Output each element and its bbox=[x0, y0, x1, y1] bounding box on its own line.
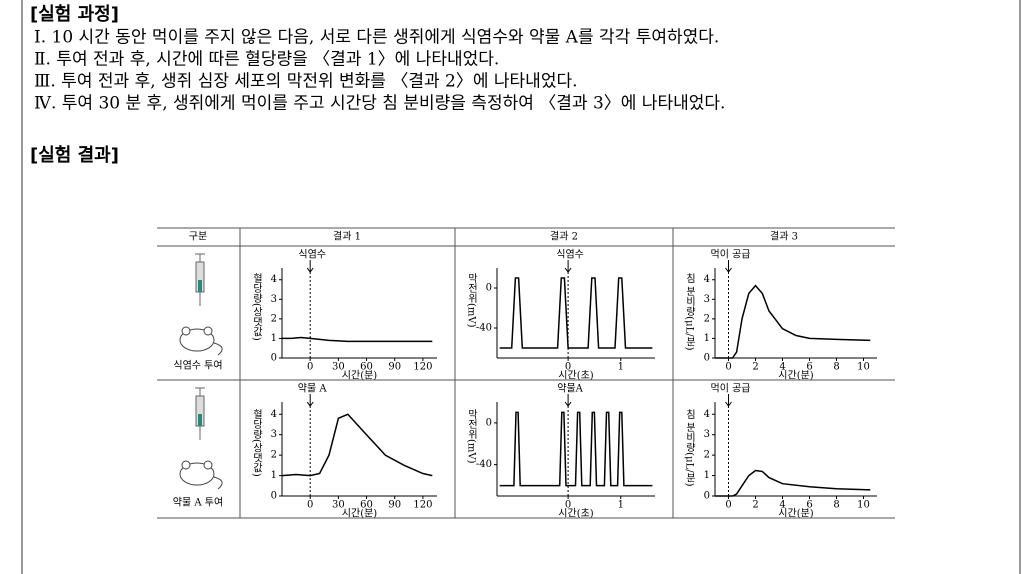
x-tick-label: 90 bbox=[388, 500, 401, 511]
y-axis-label: 막전위(mV) bbox=[466, 273, 478, 328]
header-cell: 결과 3 bbox=[770, 231, 798, 243]
y-tick-label: 2 bbox=[271, 450, 277, 461]
annotation-arrow bbox=[307, 260, 313, 272]
curve bbox=[715, 286, 870, 358]
x-axis-label: 시간(분) bbox=[778, 508, 814, 520]
y-tick-label: 2 bbox=[704, 450, 710, 461]
header-cell: 구분 bbox=[189, 231, 207, 243]
y-tick-label: 1 bbox=[271, 470, 277, 481]
x-tick-label: 8 bbox=[833, 362, 839, 373]
y-tick-label: -40 bbox=[476, 459, 492, 470]
annotation: 약물 A bbox=[298, 383, 328, 395]
y-axis-label: 침 분비량(μL/분) bbox=[684, 273, 696, 351]
y-tick-label: 1 bbox=[704, 470, 710, 481]
step: Ⅲ. 투여 전과 후, 생쥐 심장 세포의 막전위 변화를 〈결과 2〉에 나타… bbox=[34, 72, 578, 92]
annotation-arrow bbox=[726, 260, 732, 272]
row-label: 식염수 투여 bbox=[173, 360, 222, 372]
y-tick-label: 3 bbox=[704, 429, 710, 440]
y-tick-label: 0 bbox=[271, 491, 277, 502]
step: Ⅳ. 투여 30 분 후, 생쥐에게 먹이를 주고 시간당 침 분비량을 측정하… bbox=[34, 94, 725, 114]
header-cell: 결과 2 bbox=[550, 231, 578, 243]
x-axis-label: 시간(분) bbox=[342, 370, 378, 382]
y-tick-label: 3 bbox=[271, 429, 277, 440]
y-tick-label: 2 bbox=[271, 313, 277, 324]
curve bbox=[500, 412, 653, 485]
curve bbox=[500, 278, 653, 348]
x-axis-label: 시간(분) bbox=[778, 370, 814, 382]
y-tick-label: 4 bbox=[271, 409, 277, 420]
document: [실험 과정] Ⅰ. 10 시간 동안 먹이를 주지 않은 다음, 서로 다른 … bbox=[0, 0, 1035, 574]
y-tick-label: 0 bbox=[486, 283, 492, 294]
annotation: 식염수 bbox=[298, 249, 326, 261]
step: Ⅰ. 10 시간 동안 먹이를 주지 않은 다음, 서로 다른 생쥐에게 식염수… bbox=[34, 28, 719, 48]
x-tick-label: 8 bbox=[833, 500, 839, 511]
curve bbox=[282, 338, 432, 342]
annotation: 먹이 공급 bbox=[711, 383, 751, 395]
x-tick-label: 2 bbox=[752, 500, 758, 511]
x-tick-label: 0 bbox=[725, 500, 731, 511]
section-title: [실험 결과] bbox=[30, 144, 119, 166]
step: Ⅱ. 투여 전과 후, 시간에 따른 혈당량을 〈결과 1〉에 나타내었다. bbox=[34, 50, 499, 70]
y-tick-label: 4 bbox=[704, 409, 710, 420]
y-tick-label: 3 bbox=[704, 294, 710, 305]
page: [실험 과정] Ⅰ. 10 시간 동안 먹이를 주지 않은 다음, 서로 다른 … bbox=[0, 0, 1035, 574]
x-axis-label: 시간(초) bbox=[558, 508, 594, 520]
x-axis-label: 시간(초) bbox=[558, 370, 594, 382]
x-tick-label: 90 bbox=[388, 362, 401, 373]
y-tick-label: 0 bbox=[486, 417, 492, 428]
annotation: 식염수 bbox=[556, 249, 584, 261]
y-tick-label: 3 bbox=[271, 294, 277, 305]
annotation-arrow bbox=[565, 394, 571, 406]
annotation-arrow bbox=[565, 260, 571, 272]
y-tick-label: 4 bbox=[271, 274, 277, 285]
annotation: 약물A bbox=[557, 383, 583, 395]
y-tick-label: 0 bbox=[271, 353, 277, 364]
y-tick-label: 4 bbox=[704, 274, 710, 285]
y-tick-label: 0 bbox=[704, 491, 710, 502]
y-tick-label: 2 bbox=[704, 313, 710, 324]
annotation-arrow bbox=[307, 394, 313, 406]
x-tick-label: 10 bbox=[857, 500, 870, 511]
x-tick-label: 2 bbox=[752, 362, 758, 373]
x-tick-label: 1 bbox=[618, 362, 624, 373]
y-axis-label: 혈당량(상댓값) bbox=[251, 408, 263, 477]
header-cell: 결과 1 bbox=[333, 231, 361, 243]
section-title: [실험 과정] bbox=[30, 3, 119, 25]
curve bbox=[715, 471, 870, 497]
x-tick-label: 0 bbox=[307, 362, 313, 373]
row-label: 약물 A 투여 bbox=[173, 497, 223, 509]
annotation: 먹이 공급 bbox=[711, 249, 751, 261]
x-tick-label: 0 bbox=[307, 500, 313, 511]
x-axis-label: 시간(분) bbox=[342, 508, 378, 520]
x-tick-label: 120 bbox=[413, 362, 432, 373]
y-axis-label: 침 분비량(μL/분) bbox=[684, 409, 696, 487]
y-tick-label: 1 bbox=[704, 333, 710, 344]
x-tick-label: 1 bbox=[618, 500, 624, 511]
x-tick-label: 120 bbox=[413, 500, 432, 511]
x-tick-label: 0 bbox=[725, 362, 731, 373]
y-tick-label: -40 bbox=[476, 323, 492, 334]
curve bbox=[282, 414, 432, 475]
x-tick-label: 10 bbox=[857, 362, 870, 373]
y-tick-label: 1 bbox=[271, 333, 277, 344]
y-tick-label: 0 bbox=[704, 353, 710, 364]
y-axis-label: 막전위(mV) bbox=[466, 409, 478, 464]
annotation-arrow bbox=[726, 394, 732, 406]
y-axis-label: 혈당량(상댓값) bbox=[251, 272, 263, 341]
